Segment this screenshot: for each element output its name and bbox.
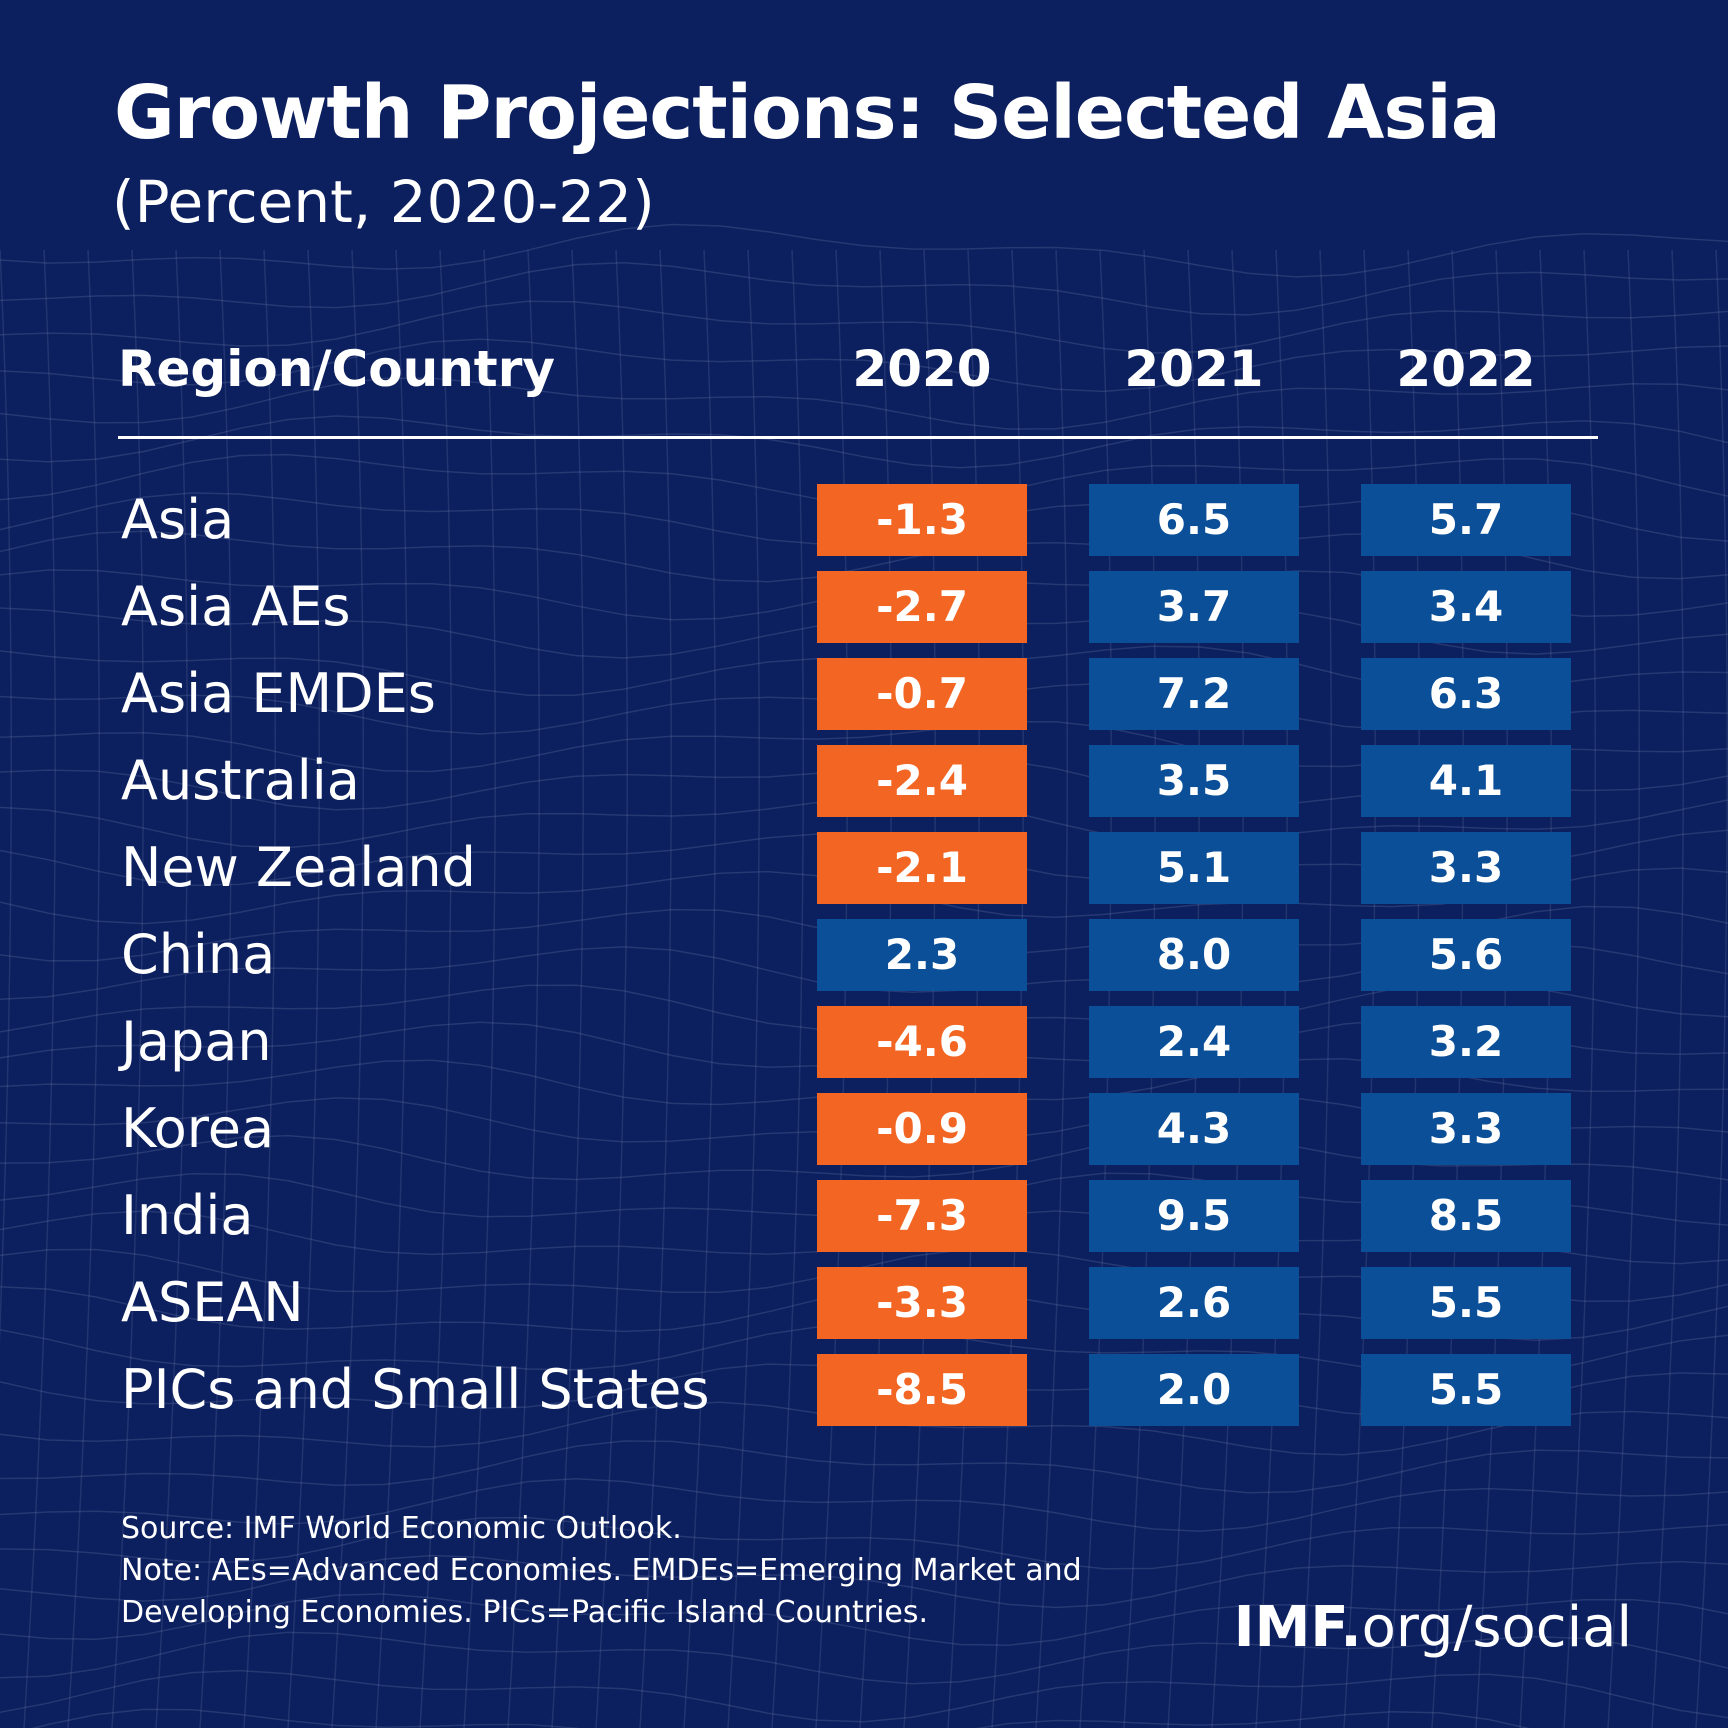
- mesh-line: [683, 249, 716, 1728]
- value-cell: -2.7: [817, 571, 1027, 643]
- row-label: India: [121, 1184, 254, 1247]
- row-label: Asia EMDEs: [121, 662, 436, 725]
- row-label: Asia: [121, 488, 235, 551]
- value-cell: 2.0: [1089, 1354, 1299, 1426]
- mesh-line: [0, 1478, 1728, 1532]
- subtitle: (Percent, 2020-22): [112, 168, 655, 236]
- mesh-line: [463, 249, 496, 1728]
- mesh-line: [0, 249, 12, 1345]
- mesh-line: [1695, 249, 1728, 1728]
- note: Note: AEs=Advanced Economies. EMDEs=Emer…: [121, 1553, 1082, 1630]
- value-cell: 5.5: [1361, 1354, 1571, 1426]
- mesh-line: [0, 300, 1728, 354]
- mesh-line: [67, 249, 100, 1728]
- mesh-line: [111, 249, 144, 1728]
- column-header: 2022: [1396, 340, 1536, 398]
- mesh-line: [0, 415, 1728, 469]
- mesh-line: [23, 249, 56, 1728]
- value-cell: 3.4: [1361, 571, 1571, 643]
- title: Growth Projections: Selected Asia: [114, 70, 1501, 156]
- value-cell: 5.1: [1089, 832, 1299, 904]
- value-cell: -7.3: [817, 1180, 1027, 1252]
- value-cell: 2.4: [1089, 1006, 1299, 1078]
- mesh-line: [155, 249, 188, 1728]
- mesh-line: [1035, 249, 1068, 1728]
- value-cell: 3.3: [1361, 832, 1571, 904]
- mesh-line: [0, 1516, 1728, 1570]
- mesh-line: [0, 338, 1728, 393]
- value-cell: -2.4: [817, 745, 1027, 817]
- value-cell: 5.5: [1361, 1267, 1571, 1339]
- value-cell: 4.1: [1361, 745, 1571, 817]
- mesh-line: [1563, 249, 1596, 1728]
- value-cell: 8.5: [1361, 1180, 1571, 1252]
- mesh-line: [375, 249, 408, 1728]
- value-cell: 7.2: [1089, 658, 1299, 730]
- value-cell: -0.9: [817, 1093, 1027, 1165]
- mesh-line: [0, 1669, 1728, 1723]
- mesh-line: [31, 1708, 1531, 1728]
- brand-rest: org/social: [1361, 1595, 1632, 1660]
- mesh-line: [1651, 249, 1684, 1728]
- mesh-line: [0, 377, 1728, 430]
- mesh-line: [0, 1631, 1728, 1685]
- value-cell: 9.5: [1089, 1180, 1299, 1252]
- source: Source: IMF World Economic Outlook.: [121, 1511, 682, 1546]
- mesh-line: [331, 249, 364, 1728]
- mesh-line: [639, 249, 672, 1728]
- mesh-line: [0, 1554, 1728, 1609]
- mesh-line: [0, 261, 1728, 316]
- value-cell: 3.3: [1361, 1093, 1571, 1165]
- mesh-line: [0, 223, 1728, 278]
- value-cell: 5.6: [1361, 919, 1571, 991]
- value-cell: -4.6: [817, 1006, 1027, 1078]
- mesh-line: [419, 249, 452, 1728]
- mesh-line: [771, 249, 804, 1728]
- mesh-line: [551, 249, 584, 1728]
- value-cell: 2.3: [817, 919, 1027, 991]
- row-label: China: [121, 923, 276, 986]
- mesh-line: [595, 249, 628, 1728]
- value-cell: 8.0: [1089, 919, 1299, 991]
- row-label: Australia: [121, 749, 360, 812]
- value-cell: 5.7: [1361, 484, 1571, 556]
- value-cell: -8.5: [817, 1354, 1027, 1426]
- row-label: Korea: [121, 1097, 275, 1160]
- header-rule: [118, 436, 1598, 439]
- mesh-line: [507, 249, 540, 1728]
- row-label: Japan: [121, 1010, 272, 1073]
- mesh-line: [199, 249, 232, 1728]
- value-cell: -3.3: [817, 1267, 1027, 1339]
- value-cell: -1.3: [817, 484, 1027, 556]
- value-cell: 3.5: [1089, 745, 1299, 817]
- mesh-line: [1299, 249, 1332, 1728]
- mesh-line: [1607, 249, 1640, 1728]
- value-cell: 6.5: [1089, 484, 1299, 556]
- value-cell: -2.1: [817, 832, 1027, 904]
- value-cell: 3.2: [1361, 1006, 1571, 1078]
- value-cell: -0.7: [817, 658, 1027, 730]
- value-cell: 6.3: [1361, 658, 1571, 730]
- row-label: PICs and Small States: [121, 1358, 710, 1421]
- row-label: ASEAN: [121, 1271, 304, 1334]
- column-header: Region/Country: [118, 340, 555, 398]
- mesh-line: [243, 249, 276, 1728]
- mesh-line: [0, 1133, 1728, 1181]
- row-label: New Zealand: [121, 836, 476, 899]
- value-cell: 2.6: [1089, 1267, 1299, 1339]
- mesh-line: [727, 249, 760, 1728]
- row-label: Asia AEs: [121, 575, 351, 638]
- mesh-line: [287, 249, 320, 1728]
- value-cell: 4.3: [1089, 1093, 1299, 1165]
- column-header: 2020: [852, 340, 992, 398]
- mesh-line: [0, 1440, 1728, 1494]
- brand: IMF.org/social: [1234, 1595, 1632, 1660]
- column-header: 2021: [1124, 340, 1264, 398]
- brand-bold: IMF.: [1233, 1595, 1362, 1660]
- value-cell: 3.7: [1089, 571, 1299, 643]
- mesh-line: [0, 1593, 1728, 1646]
